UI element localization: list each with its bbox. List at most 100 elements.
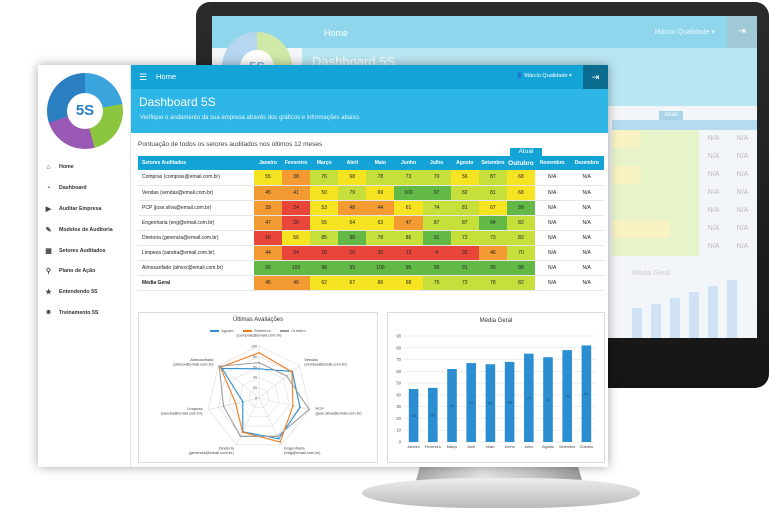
score-cell: 44	[366, 200, 395, 216]
score-cell: N/A	[535, 215, 570, 231]
score-cell: 97	[422, 185, 451, 201]
bar-x-tick-label: Julho	[524, 445, 533, 449]
score-cell: 39	[253, 200, 283, 216]
radar-point	[276, 435, 279, 438]
bar-y-tick-label: 10	[396, 428, 401, 433]
bar	[562, 350, 572, 442]
score-cell: 32	[450, 245, 479, 261]
logo[interactable]: 5S	[47, 73, 123, 149]
bar-data-label: 67	[469, 401, 473, 405]
score-cell: 81	[478, 185, 507, 201]
score-cell: 95	[478, 260, 507, 276]
table-row[interactable]: Vendas (vendas@email.com.br) 45 41 50 79 69 10…	[138, 185, 604, 201]
radar-tick-label: 40	[253, 376, 257, 380]
table-row[interactable]: Engenharia (eng@email.com.br) 47 26 55 64 63 4…	[138, 215, 604, 231]
sidebar-item-auditar-empresa[interactable]: ▶ Auditar Empresa	[38, 199, 131, 220]
score-cell: N/A	[535, 275, 570, 291]
bar-y-tick-label: 20	[396, 416, 401, 421]
bar-data-label: 46	[431, 413, 435, 417]
sidebar-item-plano-acao[interactable]: ⚲ Plano de Ação	[38, 261, 131, 282]
table-row[interactable]: Almoxarifado (almox@email.com.br) 90 100 98…	[138, 260, 604, 276]
score-cell: 68	[506, 170, 536, 186]
radar-point	[234, 402, 237, 405]
score-cell: 67	[338, 275, 367, 291]
column-header: Maio	[366, 156, 395, 170]
sector-name: Vendas (vendas@email.com.br)	[138, 185, 254, 201]
score-cell: 55	[310, 215, 339, 231]
score-cell: 50	[310, 185, 339, 201]
bar-x-tick-label: Agosto	[542, 445, 554, 449]
monitor-bars	[632, 278, 757, 338]
score-cell: 63	[366, 215, 395, 231]
score-cell: 61	[394, 200, 423, 216]
menu-toggle-icon[interactable]: ☰	[139, 72, 148, 82]
page-title: Dashboard 5S	[139, 95, 216, 109]
radar-point	[239, 435, 242, 438]
score-cell: 100	[282, 260, 311, 276]
score-cell: 67	[478, 200, 507, 216]
score-cell: N/A	[569, 185, 604, 201]
column-header: Setembro	[478, 156, 507, 170]
bar-title: Média Geral	[479, 318, 513, 324]
topbar-home-link[interactable]: Home	[156, 72, 177, 81]
bar	[543, 357, 553, 442]
score-cell: 73	[478, 230, 507, 246]
bar-y-tick-label: 60	[396, 369, 401, 374]
radar-axis-label: Diretoria (gerencia@email.com.br)	[189, 445, 235, 455]
sidebar-item-label: Plano de Ação	[59, 268, 96, 275]
sidebar-item-home[interactable]: ⌂ Home	[38, 157, 131, 178]
column-header: Abril	[338, 156, 367, 170]
bar-x-tick-label: Setembro	[559, 445, 575, 449]
bar	[524, 353, 534, 442]
radar-series-agosto	[221, 367, 301, 440]
score-cell: N/A	[569, 200, 604, 216]
radar-tick-label: 20	[253, 386, 257, 390]
score-cell: 79	[338, 185, 367, 201]
sidebar-item-entendendo-5s[interactable]: ★ Entendendo 5S	[38, 282, 131, 303]
table-row[interactable]: Diretoria (gerencia@email.com.br) 16 56 85 9…	[138, 230, 604, 246]
radar-point	[222, 405, 225, 407]
sidebar-item-setores-auditados[interactable]: ▦ Setores Auditados	[38, 240, 131, 261]
score-cell: N/A	[535, 185, 570, 201]
table-row[interactable]: Limpeza (sandra@email.com.br) 44 34 16 10 30 1…	[138, 245, 604, 261]
legend-swatch	[280, 329, 290, 332]
score-cell: 41	[282, 185, 311, 201]
sidebar-item-label: Treinamento 5S	[59, 309, 99, 316]
edit-icon: ✎	[45, 226, 52, 234]
score-cell: 38	[282, 170, 311, 186]
score-cell: N/A	[569, 170, 604, 186]
radar-legend: Agosto Setembro Outubro	[139, 328, 377, 333]
logout-button[interactable]: ⇥	[583, 65, 608, 89]
sidebar-item-label: Auditar Empresa	[59, 205, 102, 212]
score-cell: 82	[506, 275, 536, 291]
table-row[interactable]: PCP (jose.silva@email.com.br) 39 24 53 48 44 6…	[138, 200, 604, 216]
bar-data-label: 75	[527, 396, 531, 400]
sidebar-item-modelos-auditoria[interactable]: ✎ Modelos de Auditoria	[38, 219, 131, 240]
bar	[447, 368, 457, 442]
score-cell: 72	[450, 275, 479, 291]
sector-name: Almoxarifado (almox@email.com.br)	[138, 260, 254, 276]
sidebar-item-treinamento-5s[interactable]: ☻ Treinamento 5S	[38, 303, 131, 324]
score-cell: 95	[394, 260, 423, 276]
bar	[485, 364, 496, 442]
radar-point	[285, 375, 288, 377]
score-cell: 94	[478, 215, 507, 231]
score-cell: 24	[282, 200, 311, 216]
score-cell: 56	[450, 170, 479, 186]
score-cell: 16	[310, 245, 339, 261]
score-cell: 53	[310, 200, 339, 216]
score-cell: 85	[310, 230, 339, 246]
legend-label: Outubro	[291, 328, 306, 333]
column-header: Março	[310, 156, 339, 170]
user-menu[interactable]: 👤 Márcio Qualidade ▾	[516, 73, 572, 79]
table-row[interactable]: Compras (compras@email.com.br) 55 38 76 68 78…	[138, 170, 604, 186]
monitor-home-label: Home	[324, 28, 349, 38]
sidebar-item-dashboard[interactable]: ◔ Dashboard	[38, 178, 131, 199]
radar-spoke	[208, 397, 260, 410]
users-icon: ☻	[44, 309, 53, 317]
legend-label: Setembro	[253, 328, 272, 333]
table-row[interactable]: Média Geral 45 46 62 67 66 68 75 72 78 82 N/A N/A	[138, 275, 604, 291]
bar	[428, 387, 438, 442]
radar-title: Últimas Avaliações	[232, 317, 284, 323]
legend-item: Outubro	[280, 328, 306, 333]
